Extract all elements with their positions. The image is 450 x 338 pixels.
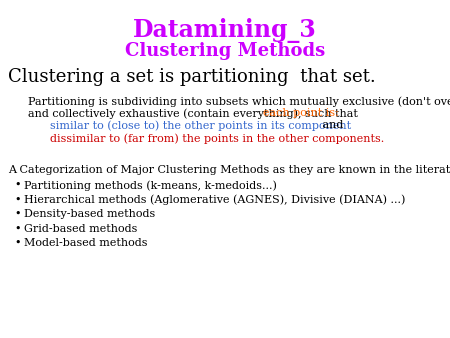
- Text: Partitioning is subdividing into subsets which mutually exclusive (don't overlap: Partitioning is subdividing into subsets…: [28, 96, 450, 106]
- Text: Datamining_3: Datamining_3: [133, 18, 317, 43]
- Text: Hierarchical methods (Aglomerative (AGNES), Divisive (DIANA) ...): Hierarchical methods (Aglomerative (AGNE…: [24, 194, 405, 205]
- Text: A Categorization of Major Clustering Methods as they are known in the literature: A Categorization of Major Clustering Met…: [8, 165, 450, 175]
- Text: Density-based methods: Density-based methods: [24, 209, 155, 219]
- Text: similar to (close to) the other points in its component: similar to (close to) the other points i…: [50, 120, 351, 130]
- Text: Grid-based methods: Grid-based methods: [24, 223, 137, 234]
- Text: •: •: [14, 209, 21, 219]
- Text: •: •: [14, 180, 21, 190]
- Text: •: •: [14, 194, 21, 204]
- Text: Clustering Methods: Clustering Methods: [125, 42, 325, 60]
- Text: each point is:: each point is:: [263, 108, 339, 118]
- Text: dissimilar to (far from) the points in the other components.: dissimilar to (far from) the points in t…: [50, 133, 384, 144]
- Text: and collectively exhaustive (contain everything), such that: and collectively exhaustive (contain eve…: [28, 108, 361, 119]
- Text: Model-based methods: Model-based methods: [24, 238, 148, 248]
- Text: Clustering a set is partitioning  that set.: Clustering a set is partitioning that se…: [8, 68, 376, 86]
- Text: Partitioning methods (k-means, k-medoids...): Partitioning methods (k-means, k-medoids…: [24, 180, 277, 191]
- Text: •: •: [14, 238, 21, 248]
- Text: and: and: [305, 120, 343, 130]
- Text: •: •: [14, 223, 21, 234]
